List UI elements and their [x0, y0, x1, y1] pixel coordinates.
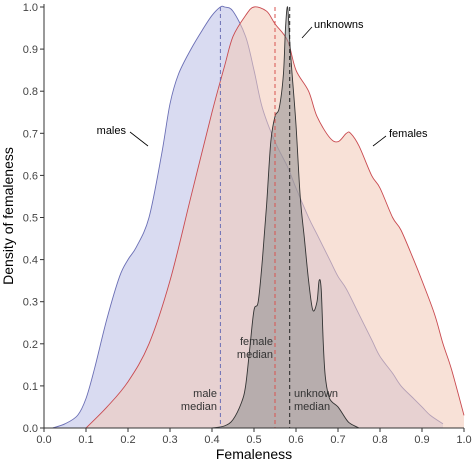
leader-females [372, 135, 387, 147]
label-female-median-line2: median [237, 349, 273, 361]
label-male-median-line1: male [193, 388, 217, 400]
annotation-unknown-median: unknown median [294, 388, 338, 413]
y-tick-label-1: 0.1 [23, 381, 38, 393]
x-tick-label-7: 0.7 [330, 434, 345, 446]
y-tick-label-4: 0.4 [23, 255, 38, 267]
x-axis-title: Femaleness [216, 446, 292, 462]
y-tick-label-9: 0.9 [23, 44, 38, 56]
y-tick-label-6: 0.6 [23, 170, 38, 182]
x-tick-label-9: 0.9 [414, 434, 429, 446]
density-areas [52, 5, 465, 429]
label-unknown-median-line2: median [294, 401, 330, 413]
curve-females [85, 6, 465, 429]
label-unknowns: unknowns [314, 19, 364, 31]
label-male-median-line2: median [181, 401, 217, 413]
y-tick-label-3: 0.3 [23, 297, 38, 309]
y-tick-label-8: 0.8 [23, 86, 38, 98]
x-tick-label-5: 0.5 [246, 434, 261, 446]
curve-unknowns [211, 6, 360, 429]
label-females: females [389, 128, 428, 140]
median-lines [219, 7, 291, 428]
x-tick-label-0: 0.0 [36, 434, 51, 446]
label-males: males [97, 125, 127, 137]
y-ticks: 0.0 0.1 0.2 0.3 0.4 0.5 0.6 0.7 0.8 0.9 1.0 [23, 2, 44, 435]
x-tick-label-2: 0.2 [120, 434, 135, 446]
leader-unknowns [301, 26, 313, 39]
x-tick-label-10: 1.0 [456, 434, 471, 446]
annotation-male-median: male median [181, 388, 217, 413]
y-tick-label-2: 0.2 [23, 339, 38, 351]
y-tick-label-5: 0.5 [23, 213, 38, 225]
y-axis-title: Density of femaleness [0, 147, 16, 285]
x-tick-label-6: 0.6 [288, 434, 303, 446]
y-tick-label-0: 0.0 [23, 423, 38, 435]
annotation-females: females [372, 128, 428, 147]
x-tick-label-8: 0.8 [372, 434, 387, 446]
label-female-median-line1: female [240, 336, 273, 348]
annotation-female-median: female median [237, 336, 273, 361]
label-unknown-median-line1: unknown [294, 388, 338, 400]
annotation-males: males [97, 125, 149, 147]
y-tick-label-7: 0.7 [23, 128, 38, 140]
leader-males [129, 131, 149, 147]
x-tick-label-1: 0.1 [78, 434, 93, 446]
y-tick-label-10: 1.0 [23, 2, 38, 14]
annotation-unknowns: unknowns [301, 19, 364, 39]
x-tick-label-4: 0.4 [204, 434, 219, 446]
x-tick-label-3: 0.3 [162, 434, 177, 446]
x-ticks: 0.0 0.1 0.2 0.3 0.4 0.5 0.6 0.7 0.8 0.9 1.0 [36, 428, 472, 446]
